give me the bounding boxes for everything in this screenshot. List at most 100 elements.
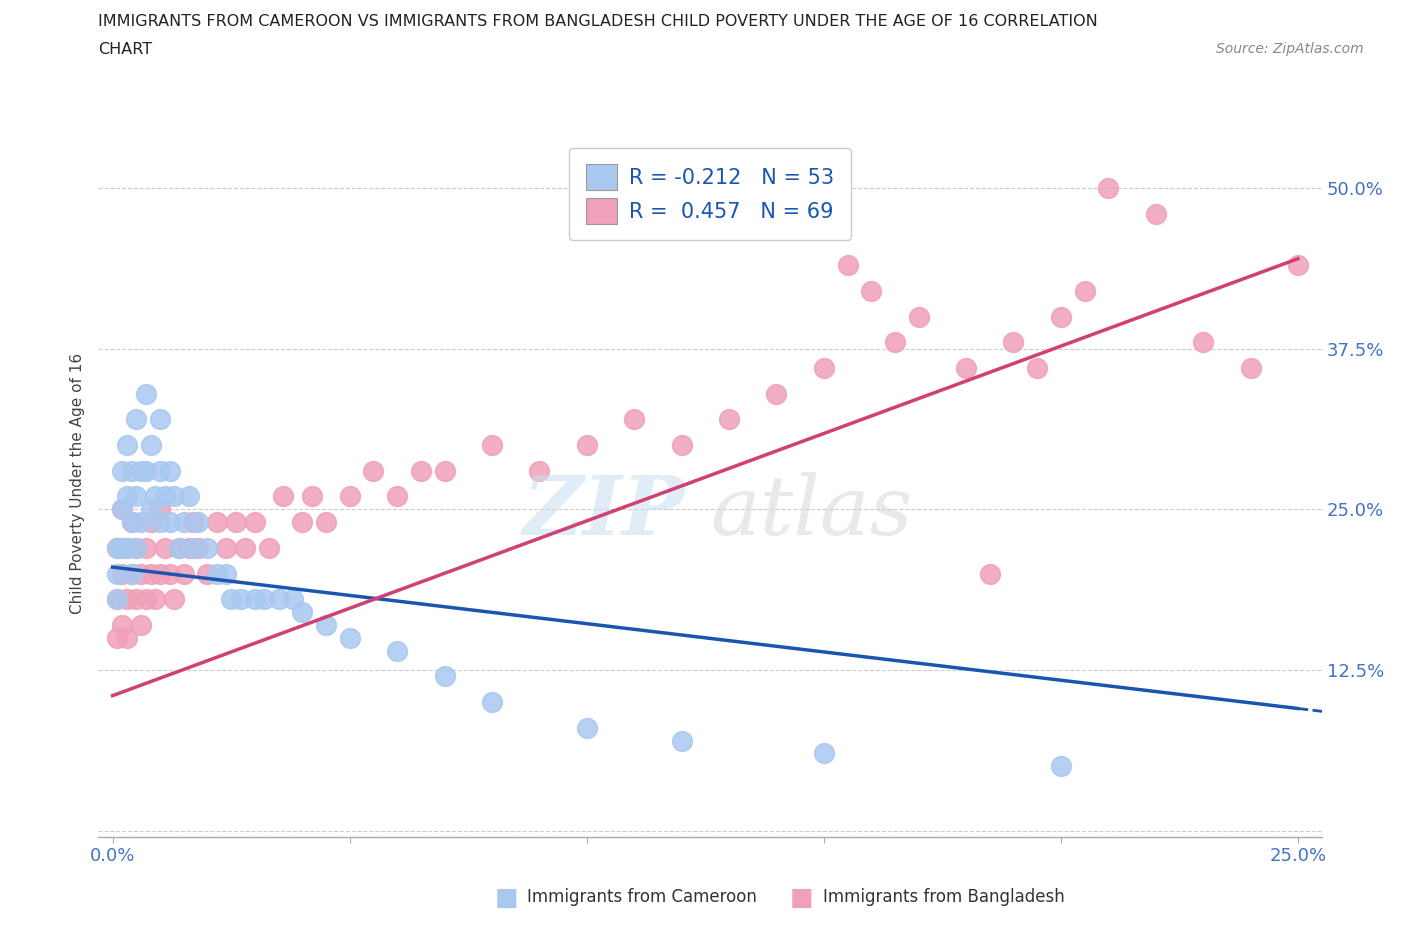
Point xyxy=(1097,180,1119,195)
Point xyxy=(105,631,128,645)
Point xyxy=(121,566,143,581)
Text: atlas: atlas xyxy=(710,472,912,551)
Point xyxy=(111,566,134,581)
Point xyxy=(121,566,143,581)
Point xyxy=(143,489,166,504)
Point xyxy=(159,514,181,529)
Point xyxy=(1286,258,1309,272)
Point xyxy=(1050,309,1073,324)
Point xyxy=(315,514,337,529)
Point xyxy=(363,463,385,478)
Point xyxy=(129,514,152,529)
Text: ■: ■ xyxy=(790,885,813,910)
Point xyxy=(181,540,204,555)
Point xyxy=(139,566,162,581)
Point xyxy=(291,604,314,619)
Point xyxy=(129,463,152,478)
Point xyxy=(215,566,238,581)
Point xyxy=(267,591,290,606)
Point xyxy=(197,540,219,555)
Point xyxy=(575,438,598,453)
Point xyxy=(1050,759,1073,774)
Point xyxy=(125,489,148,504)
Point xyxy=(243,514,266,529)
Point xyxy=(860,284,883,299)
Point xyxy=(135,591,157,606)
Point xyxy=(187,540,209,555)
Point xyxy=(481,695,503,710)
Point xyxy=(529,463,551,478)
Point xyxy=(433,669,456,684)
Point xyxy=(121,463,143,478)
Point xyxy=(105,591,128,606)
Point xyxy=(125,540,148,555)
Point xyxy=(1026,361,1049,376)
Text: IMMIGRANTS FROM CAMEROON VS IMMIGRANTS FROM BANGLADESH CHILD POVERTY UNDER THE A: IMMIGRANTS FROM CAMEROON VS IMMIGRANTS F… xyxy=(98,14,1098,29)
Point xyxy=(111,502,134,517)
Point xyxy=(1239,361,1261,376)
Point xyxy=(149,514,172,529)
Point xyxy=(1002,335,1025,350)
Point xyxy=(105,591,128,606)
Point xyxy=(159,566,181,581)
Point xyxy=(671,733,693,748)
Point xyxy=(173,514,195,529)
Point xyxy=(115,540,138,555)
Text: Immigrants from Cameroon: Immigrants from Cameroon xyxy=(527,888,756,907)
Point xyxy=(115,591,138,606)
Point xyxy=(205,514,228,529)
Point xyxy=(135,463,157,478)
Point xyxy=(149,566,172,581)
Point xyxy=(115,489,138,504)
Text: Source: ZipAtlas.com: Source: ZipAtlas.com xyxy=(1216,42,1364,56)
Point xyxy=(433,463,456,478)
Point xyxy=(481,438,503,453)
Point xyxy=(135,540,157,555)
Point xyxy=(813,361,835,376)
Point xyxy=(671,438,693,453)
Point xyxy=(159,463,181,478)
Point xyxy=(409,463,432,478)
Point xyxy=(315,618,337,632)
Point xyxy=(139,514,162,529)
Point xyxy=(149,463,172,478)
Point xyxy=(257,540,280,555)
Point xyxy=(173,566,195,581)
Point xyxy=(135,386,157,401)
Point xyxy=(111,540,134,555)
Point xyxy=(125,540,148,555)
Point xyxy=(301,489,323,504)
Point xyxy=(884,335,907,350)
Point xyxy=(167,540,190,555)
Text: ZIP: ZIP xyxy=(523,472,686,551)
Point xyxy=(125,412,148,427)
Point xyxy=(273,489,295,504)
Point xyxy=(129,566,152,581)
Point xyxy=(105,540,128,555)
Point xyxy=(115,438,138,453)
Point xyxy=(339,489,361,504)
Legend: R = -0.212   N = 53, R =  0.457   N = 69: R = -0.212 N = 53, R = 0.457 N = 69 xyxy=(569,148,851,240)
Text: CHART: CHART xyxy=(98,42,152,57)
Point xyxy=(717,412,740,427)
Point xyxy=(163,591,186,606)
Point xyxy=(139,502,162,517)
Point xyxy=(219,591,242,606)
Text: Immigrants from Bangladesh: Immigrants from Bangladesh xyxy=(823,888,1064,907)
Point xyxy=(385,489,408,504)
Point xyxy=(149,412,172,427)
Point xyxy=(197,566,219,581)
Point xyxy=(149,502,172,517)
Point xyxy=(291,514,314,529)
Point xyxy=(1192,335,1215,350)
Point xyxy=(105,540,128,555)
Point xyxy=(907,309,929,324)
Point xyxy=(125,591,148,606)
Point xyxy=(979,566,1001,581)
Point xyxy=(153,489,176,504)
Point xyxy=(837,258,859,272)
Point xyxy=(205,566,228,581)
Point xyxy=(575,721,598,736)
Point xyxy=(129,618,152,632)
Point xyxy=(111,618,134,632)
